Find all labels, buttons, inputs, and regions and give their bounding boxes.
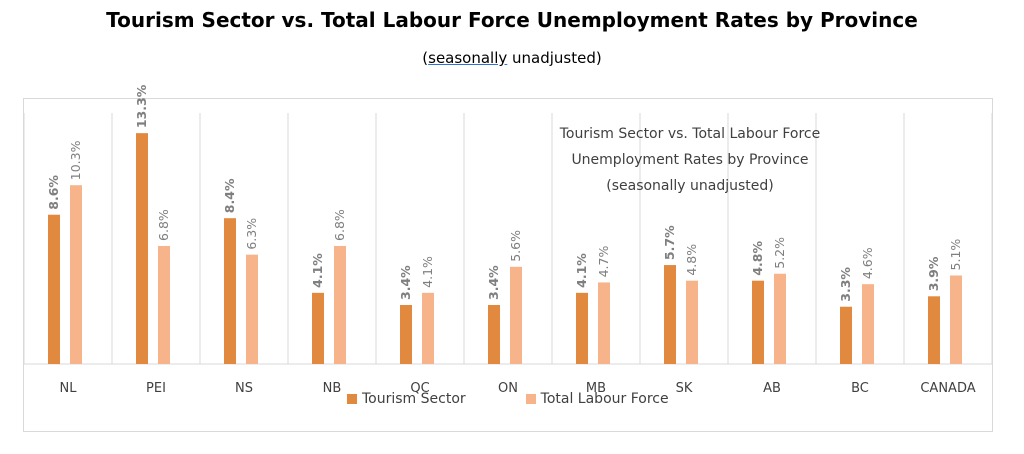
x-tick-label: MB	[586, 381, 606, 396]
data-label-total: 6.8%	[156, 209, 171, 241]
subtitle-seasonally: seasonally	[428, 49, 508, 67]
x-tick-label: NL	[60, 381, 78, 396]
data-label-tourism: 3.4%	[398, 265, 413, 300]
data-label-total: 4.6%	[860, 247, 875, 279]
chart-legend: Tourism Sector Total Labour Force	[347, 389, 729, 409]
bar-total-labour-force	[158, 245, 170, 364]
data-label-tourism: 5.7%	[662, 225, 677, 260]
bar-tourism-sector	[488, 304, 500, 364]
bar-total-labour-force	[686, 280, 698, 364]
data-label-total: 4.7%	[596, 246, 611, 278]
legend-label-tourism: Tourism Sector	[362, 391, 466, 407]
x-tick-label: BC	[851, 381, 869, 396]
data-label-total: 5.6%	[508, 230, 523, 262]
chart-subtitle: (seasonally unadjusted)	[422, 49, 602, 67]
bar-total-labour-force	[422, 292, 434, 364]
bar-tourism-sector	[48, 214, 60, 364]
legend-swatch-tourism	[347, 394, 357, 404]
data-label-total: 4.8%	[684, 244, 699, 276]
data-label-tourism: 3.4%	[486, 265, 501, 300]
bar-total-labour-force	[774, 273, 786, 364]
legend-item-tourism: Tourism Sector	[347, 391, 466, 407]
legend-label-total: Total Labour Force	[540, 391, 669, 407]
x-tick-label: CANADA	[920, 381, 975, 396]
inner-chart-title: Tourism Sector vs. Total Labour Force Un…	[540, 121, 840, 199]
data-label-total: 6.8%	[332, 209, 347, 241]
x-tick-label: ON	[498, 381, 518, 396]
data-label-tourism: 4.8%	[750, 241, 765, 276]
bar-tourism-sector	[576, 292, 588, 364]
data-label-tourism: 8.4%	[222, 178, 237, 213]
bar-total-labour-force	[598, 282, 610, 364]
x-tick-label: PEI	[146, 381, 166, 396]
bar-tourism-sector	[400, 304, 412, 364]
x-tick-label: SK	[676, 381, 693, 396]
x-tick-label: QC	[410, 381, 429, 396]
bar-tourism-sector	[752, 280, 764, 364]
data-label-total: 5.1%	[948, 239, 963, 271]
data-label-tourism: 4.1%	[574, 253, 589, 288]
data-label-tourism: 13.3%	[134, 84, 149, 128]
data-label-tourism: 8.6%	[46, 175, 61, 210]
x-tick-label: NB	[323, 381, 342, 396]
data-label-tourism: 3.3%	[838, 267, 853, 302]
bar-total-labour-force	[510, 266, 522, 364]
bar-tourism-sector	[840, 306, 852, 364]
bar-total-labour-force	[246, 254, 258, 364]
bar-tourism-sector	[136, 133, 148, 364]
data-label-total: 10.3%	[68, 140, 83, 180]
bar-total-labour-force	[950, 275, 962, 364]
legend-swatch-total	[525, 394, 536, 404]
data-label-tourism: 3.9%	[926, 256, 941, 291]
bar-total-labour-force	[334, 245, 346, 364]
data-label-total: 6.3%	[244, 218, 259, 250]
data-label-total: 4.1%	[420, 256, 435, 288]
x-tick-label: AB	[763, 381, 781, 396]
x-tick-label: NS	[235, 381, 253, 396]
legend-item-total: Total Labour Force	[525, 391, 669, 407]
bar-total-labour-force	[862, 284, 874, 364]
bar-tourism-sector	[664, 265, 676, 364]
bar-total-labour-force	[70, 185, 82, 364]
inner-title-line1: Tourism Sector vs. Total Labour Force	[559, 126, 821, 142]
chart-title: Tourism Sector vs. Total Labour Force Un…	[106, 8, 918, 32]
inner-title-line2: Unemployment Rates by Province	[571, 152, 809, 168]
bar-tourism-sector	[224, 218, 236, 364]
inner-title-line3: (seasonally unadjusted)	[606, 178, 774, 194]
data-label-tourism: 4.1%	[310, 253, 325, 288]
data-label-total: 5.2%	[772, 237, 787, 269]
bar-tourism-sector	[928, 296, 940, 364]
bar-tourism-sector	[312, 292, 324, 364]
